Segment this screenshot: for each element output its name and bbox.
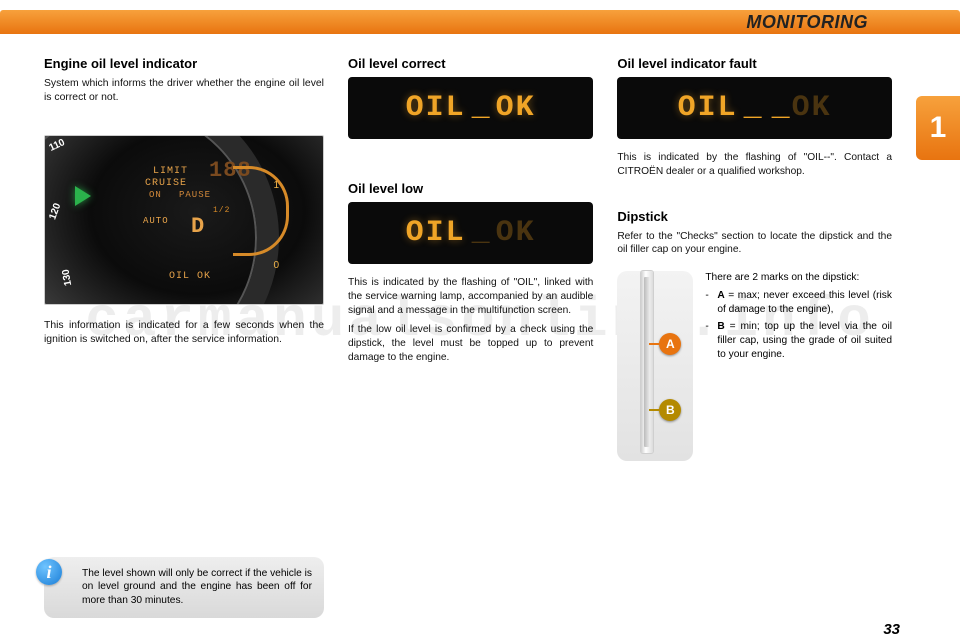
badge-ok: OK [496, 91, 536, 125]
marks-intro: There are 2 marks on the dipstick: [705, 271, 892, 285]
info-box: i The level shown will only be correct i… [44, 557, 324, 618]
heading-engine-oil: Engine oil level indicator [44, 56, 324, 71]
badge-oil: OIL [406, 91, 466, 125]
badge-ok: OK [496, 216, 536, 250]
dash-oil-ok: OIL OK [169, 271, 211, 282]
gauge-120: 120 [47, 202, 63, 221]
dash-on: ON [149, 190, 162, 200]
dash-d: D [191, 214, 205, 239]
dash-cruise: CRUISE [145, 178, 187, 189]
dipstick-marker-a: A [659, 333, 681, 355]
badge-underscore: _ [472, 91, 490, 125]
page-number: 33 [883, 621, 900, 638]
heading-oil-fault: Oil level indicator fault [617, 56, 892, 71]
oil-fault-text: This is indicated by the ﬂashing of "OIL… [617, 151, 892, 179]
manual-page: MONITORING 1 carmanualsonline.info Engin… [0, 0, 960, 640]
dipstick-marker-b: B [659, 399, 681, 421]
dipstick-text: There are 2 marks on the dipstick: A = m… [705, 271, 892, 362]
oil-low-p1: This is indicated by the ﬂashing of "OIL… [348, 276, 593, 317]
column-middle: Oil level correct OIL _ OK Oil level low… [348, 44, 593, 640]
gauge-130: 130 [60, 268, 74, 286]
chapter-tab: 1 [916, 96, 960, 160]
content-area: Engine oil level indicator System which … [44, 44, 892, 640]
heading-oil-low: Oil level low [348, 181, 593, 196]
info-box-text: The level shown will only be correct if … [82, 568, 312, 607]
oil-ok-badge-fault: OIL _ _ OK [617, 77, 892, 139]
marker-a-label: A [666, 337, 675, 351]
dipstick-figure: A B [617, 271, 693, 461]
turn-signal-icon [75, 186, 91, 206]
dash-screen: 188 LIMIT CRUISE ON PAUSE AUTO D 1/2 1 0… [113, 156, 303, 284]
after-photo-text: This information is indicated for a few … [44, 319, 324, 347]
intro-text: System which informs the driver whether … [44, 77, 324, 105]
badge-ok: OK [792, 91, 832, 125]
oil-low-p2: If the low oil level is conﬁrmed by a ch… [348, 323, 593, 364]
dash-pause: PAUSE [179, 190, 211, 200]
dash-limit: LIMIT [153, 166, 188, 177]
chapter-number: 1 [930, 111, 947, 145]
heading-oil-correct: Oil level correct [348, 56, 593, 71]
mark-a-text: = max; never exceed this level (risk of … [717, 290, 892, 315]
dashboard-photo: 110 120 130 188 LIMIT CRUISE ON PAUSE AU… [44, 135, 324, 305]
column-right: Oil level indicator fault OIL _ _ OK Thi… [617, 44, 892, 640]
dash-arc-0: 0 [273, 260, 279, 271]
gauge-110: 110 [47, 137, 66, 154]
oil-ok-badge-correct: OIL _ OK [348, 77, 593, 139]
mark-b-text: = min; top up the level via the oil ﬁlle… [717, 321, 892, 360]
mark-b-item: B = min; top up the level via the oil ﬁl… [705, 320, 892, 361]
badge-underscore: _ _ [744, 91, 786, 125]
mark-b-label: B [717, 321, 724, 332]
dash-half: 1/2 [213, 206, 230, 215]
dipstick-intro: Refer to the "Checks" section to locate … [617, 230, 892, 258]
mark-a-item: A = max; never exceed this level (risk o… [705, 289, 892, 317]
badge-oil: OIL [678, 91, 738, 125]
badge-underscore: _ [472, 216, 490, 250]
info-icon: i [36, 559, 62, 585]
dash-auto: AUTO [143, 216, 169, 226]
header-title: MONITORING [746, 12, 868, 33]
marker-b-label: B [666, 403, 675, 417]
dipstick-stick [641, 271, 653, 453]
dash-arc-1: 1 [273, 180, 279, 191]
oil-ok-badge-low: OIL _ OK [348, 202, 593, 264]
column-left: Engine oil level indicator System which … [44, 44, 324, 640]
dipstick-figure-row: A B There are 2 marks on the dipstick: A… [617, 271, 892, 461]
heading-dipstick: Dipstick [617, 209, 892, 224]
header-bar: MONITORING [0, 10, 960, 34]
dash-arc [233, 166, 289, 256]
mark-a-label: A [717, 290, 724, 301]
badge-oil: OIL [406, 216, 466, 250]
